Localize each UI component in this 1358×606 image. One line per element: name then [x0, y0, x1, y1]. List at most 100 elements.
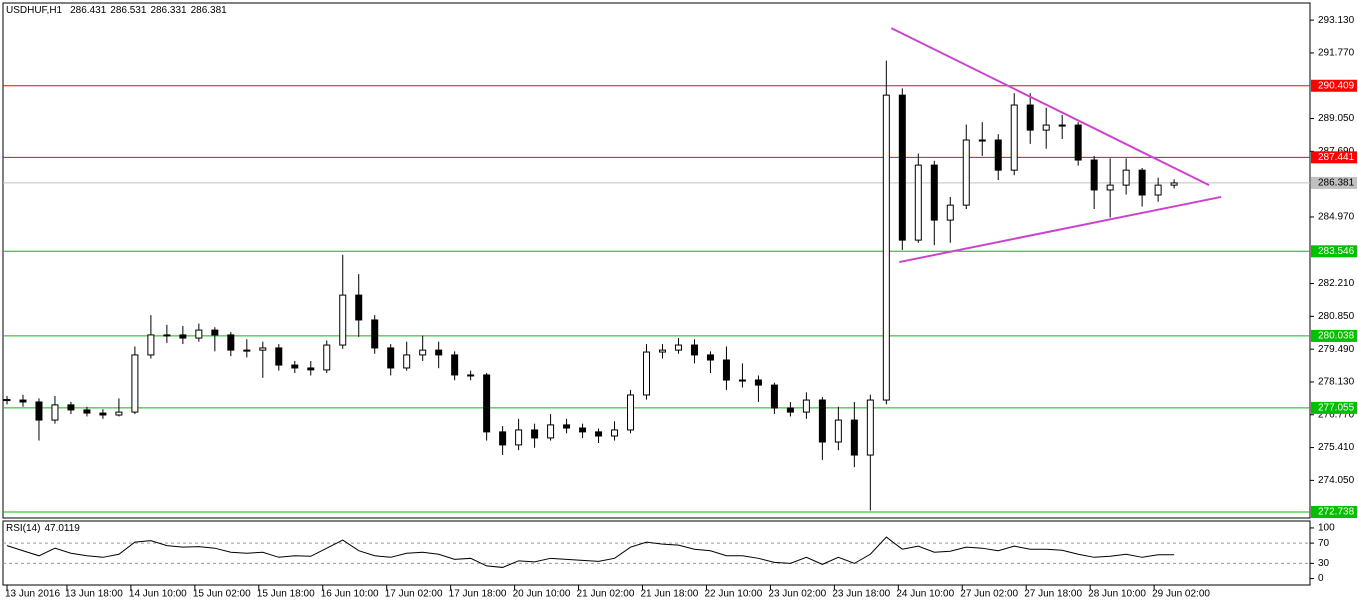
x-tick-label: 17 Jun 18:00	[449, 589, 507, 600]
trendline	[899, 195, 1222, 264]
candle-body	[1074, 124, 1082, 161]
y-tick-label: 291.770	[1318, 48, 1355, 59]
y-tick-label: 289.050	[1318, 113, 1355, 124]
candle-body	[834, 419, 842, 443]
x-tick-label: 28 Jun 10:00	[1088, 589, 1146, 600]
candle-body	[403, 354, 411, 369]
y-tick-label: 293.130	[1318, 15, 1355, 26]
y-tick-label: 100	[1318, 523, 1335, 534]
candle-body	[563, 424, 571, 429]
candle-body	[83, 409, 91, 414]
x-tick-label: 21 Jun 18:00	[641, 589, 699, 600]
candle-body	[371, 319, 379, 349]
x-tick-label: 22 Jun 10:00	[704, 589, 762, 600]
level-label-box	[1311, 329, 1357, 342]
candle-body	[99, 412, 107, 416]
candle-body	[387, 347, 395, 369]
indicator-title: RSI(14) 47.0119	[6, 523, 80, 534]
candle-body	[307, 367, 315, 371]
candle-body	[1058, 124, 1066, 127]
header-value: 286.381	[191, 5, 228, 16]
candle-body	[323, 344, 331, 371]
y-tick-label: 279.490	[1318, 344, 1355, 355]
candle-body	[195, 329, 203, 339]
candle-body	[1138, 169, 1146, 196]
indicator-name: RSI(14)	[6, 523, 40, 534]
candle-body	[355, 294, 363, 321]
level-label: 290.409	[1318, 80, 1355, 91]
rsi-panel	[2, 520, 1311, 586]
candle-body	[722, 359, 730, 381]
candle-body	[499, 431, 507, 446]
candle-body	[754, 379, 762, 386]
x-tick-label: 14 Jun 10:00	[129, 589, 187, 600]
candle-body	[1010, 104, 1018, 171]
y-tick-label: 278.130	[1318, 377, 1355, 388]
candle-body	[786, 407, 794, 413]
x-tick-label: 13 Jun 18:00	[65, 589, 123, 600]
candle-body	[67, 404, 75, 411]
y-tick-label: 280.850	[1318, 311, 1355, 322]
candle-body	[339, 294, 347, 346]
chart-title: USDHUF,H1 286.431 286.531 286.331 286.381	[6, 5, 227, 16]
x-tick-label: 23 Jun 18:00	[832, 589, 890, 600]
candle-body	[227, 334, 235, 351]
y-tick-label: 30	[1318, 558, 1330, 569]
candle-body	[3, 399, 11, 402]
x-tick-label: 27 Jun 02:00	[960, 589, 1018, 600]
x-tick-label: 15 Jun 02:00	[193, 589, 251, 600]
candle-body	[179, 334, 187, 339]
level-label-box	[1311, 79, 1357, 92]
candle-body	[674, 344, 682, 351]
level-label-box	[1311, 176, 1357, 189]
candle-body	[978, 139, 986, 142]
y-tick-label: 284.970	[1318, 212, 1355, 223]
candle-body	[706, 354, 714, 361]
candle-body	[850, 419, 858, 456]
candle-body	[131, 354, 139, 413]
candle-body	[914, 164, 922, 241]
level-label: 286.381	[1318, 178, 1355, 189]
x-tick-label: 29 Jun 02:00	[1152, 589, 1210, 600]
candle-body	[211, 329, 219, 336]
symbol: USDHUF,H1	[6, 5, 63, 16]
candle-body	[898, 94, 906, 241]
candle-body	[51, 404, 59, 421]
header-value: 286.331	[150, 5, 187, 16]
candle-body	[531, 429, 539, 439]
candle-body	[658, 349, 666, 353]
candle-body	[611, 429, 619, 437]
candle-body	[1154, 184, 1162, 196]
level-label-box	[1311, 245, 1357, 258]
x-tick-label: 24 Jun 10:00	[896, 589, 954, 600]
level-label-box	[1311, 506, 1357, 519]
candle-body	[1090, 159, 1098, 191]
candle-body	[163, 334, 171, 337]
candle-body	[483, 374, 491, 433]
candle-body	[419, 349, 427, 356]
header-value: 286.431	[70, 5, 107, 16]
trendline	[890, 27, 1210, 187]
candle-body	[627, 394, 635, 431]
y-tick-label: 282.210	[1318, 278, 1355, 289]
candle-body	[738, 379, 746, 382]
x-tick-label: 27 Jun 18:00	[1024, 589, 1082, 600]
candle-body	[451, 354, 459, 376]
candle-body	[770, 384, 778, 409]
x-tick-label: 17 Jun 02:00	[385, 589, 443, 600]
candle-body	[147, 334, 155, 356]
candle-body	[515, 429, 523, 446]
candle-body	[595, 431, 603, 437]
y-tick-label: 275.410	[1318, 442, 1355, 453]
candle-body	[291, 364, 299, 369]
level-label: 272.738	[1318, 507, 1355, 518]
candle-body	[1122, 169, 1130, 186]
y-tick-label: 276.770	[1318, 409, 1355, 420]
y-tick-label: 274.050	[1318, 475, 1355, 486]
level-label-box	[1311, 151, 1357, 164]
level-label: 287.441	[1318, 152, 1355, 163]
candle-body	[690, 344, 698, 356]
candle-body	[1170, 182, 1178, 186]
